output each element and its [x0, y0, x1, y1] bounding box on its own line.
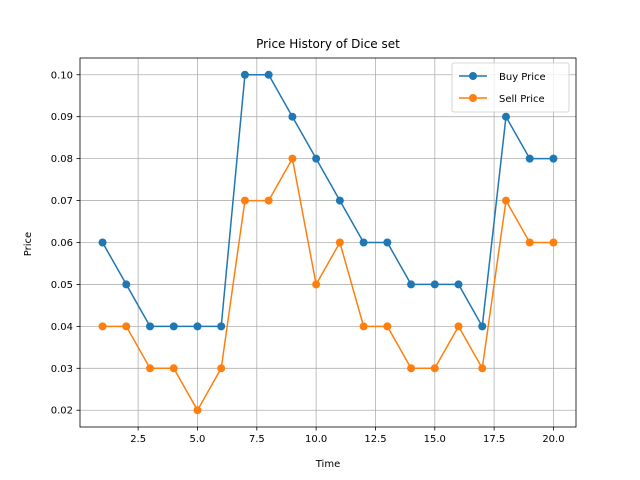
- series-layer: [98, 70, 558, 415]
- data-point-buy-price: [169, 322, 178, 331]
- data-point-sell-price: [122, 322, 131, 331]
- data-point-sell-price: [217, 364, 226, 373]
- data-point-buy-price: [335, 196, 344, 205]
- data-point-buy-price: [264, 70, 273, 79]
- x-axis-label: Time: [315, 459, 340, 470]
- y-tick-label: 0.04: [51, 322, 73, 333]
- data-point-sell-price: [407, 364, 416, 373]
- data-point-sell-price: [359, 322, 368, 331]
- legend-buy-marker: [469, 72, 477, 80]
- x-tick-label: 2.5: [130, 434, 146, 445]
- ticks: 2.5 5.0 7.5 10.0 12.5 15.0 17.5 20.0 0.02 0.03 0.0…: [51, 70, 565, 445]
- data-point-sell-price: [146, 364, 155, 373]
- data-point-sell-price: [98, 322, 107, 331]
- y-axis-label: Price: [23, 232, 34, 256]
- data-point-sell-price: [264, 196, 273, 205]
- data-point-buy-price: [383, 238, 392, 247]
- data-point-buy-price: [288, 112, 297, 121]
- grid: [80, 58, 576, 427]
- data-point-buy-price: [98, 238, 107, 247]
- y-tick-label: 0.08: [51, 154, 73, 165]
- data-point-buy-price: [359, 238, 368, 247]
- data-point-sell-price: [312, 280, 321, 289]
- series-sell-price: [98, 154, 558, 415]
- legend-buy-label: Buy Price: [499, 72, 546, 83]
- data-point-sell-price: [430, 364, 439, 373]
- y-tick-label: 0.06: [51, 238, 73, 249]
- series-line-sell-price: [102, 157, 554, 411]
- legend-sell-label: Sell Price: [499, 94, 545, 105]
- y-tick-label: 0.02: [51, 406, 73, 417]
- data-point-buy-price: [501, 112, 510, 121]
- x-tick-label: 20.0: [542, 434, 564, 445]
- x-tick-label: 17.5: [483, 434, 505, 445]
- data-point-buy-price: [146, 322, 155, 331]
- data-point-buy-price: [430, 280, 439, 289]
- data-point-buy-price: [193, 322, 202, 331]
- data-point-buy-price: [312, 154, 321, 163]
- data-point-sell-price: [335, 238, 344, 247]
- data-point-sell-price: [549, 238, 558, 247]
- x-tick-label: 5.0: [190, 434, 206, 445]
- y-tick-label: 0.05: [51, 280, 73, 291]
- legend: Buy Price Sell Price: [451, 62, 570, 113]
- x-tick-label: 12.5: [364, 434, 386, 445]
- data-point-buy-price: [478, 322, 487, 331]
- y-tick-label: 0.03: [51, 364, 73, 375]
- data-point-sell-price: [383, 322, 392, 331]
- legend-sell-marker: [469, 94, 477, 102]
- data-point-sell-price: [478, 364, 487, 373]
- series-buy-price: [98, 70, 558, 331]
- data-point-buy-price: [407, 280, 416, 289]
- data-point-buy-price: [549, 154, 558, 163]
- data-point-sell-price: [501, 196, 510, 205]
- data-point-sell-price: [240, 196, 249, 205]
- data-point-buy-price: [217, 322, 226, 331]
- data-point-sell-price: [193, 406, 202, 415]
- y-tick-label: 0.09: [51, 112, 73, 123]
- x-tick-label: 15.0: [424, 434, 446, 445]
- data-point-sell-price: [454, 322, 463, 331]
- data-point-sell-price: [169, 364, 178, 373]
- y-tick-label: 0.10: [51, 70, 73, 81]
- y-tick-label: 0.07: [51, 196, 73, 207]
- data-point-buy-price: [525, 154, 534, 163]
- data-point-sell-price: [525, 238, 534, 247]
- data-point-sell-price: [288, 154, 297, 163]
- data-point-buy-price: [454, 280, 463, 289]
- x-tick-label: 7.5: [249, 434, 265, 445]
- chart-title: Price History of Dice set: [256, 37, 400, 51]
- data-point-buy-price: [122, 280, 131, 289]
- x-tick-label: 10.0: [305, 434, 327, 445]
- data-point-buy-price: [240, 70, 249, 79]
